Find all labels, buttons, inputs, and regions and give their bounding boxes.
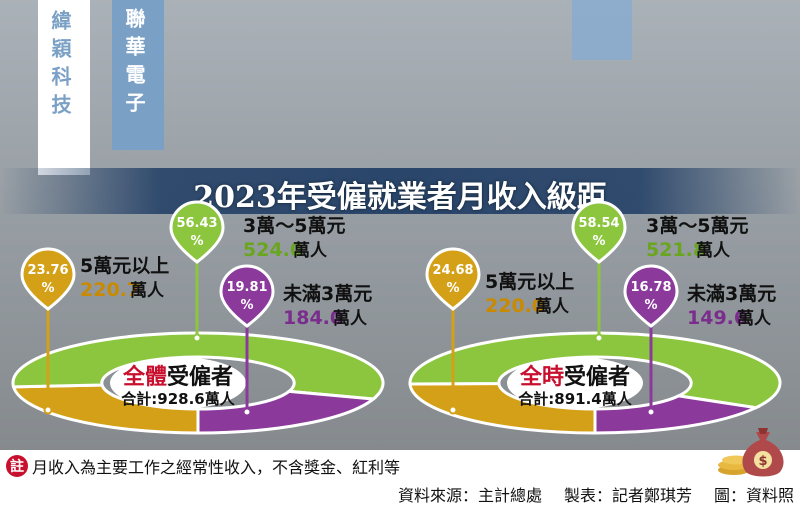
pin-percent-2-1: 24.68 [432, 263, 473, 278]
slice-label-2-2: 3萬～5萬元 [646, 215, 748, 237]
slice-value-1-2: 524.0 [243, 239, 303, 261]
pin-head-2-2 [571, 200, 627, 264]
pin-head-1-2 [169, 200, 225, 264]
pin-head-1-1 [20, 247, 76, 311]
slice-unit-2-1: 萬人 [535, 296, 570, 317]
pin-head-1-3 [219, 264, 275, 328]
pin-percent-sign-1-2: % [190, 234, 203, 249]
title-band [0, 168, 800, 214]
made-by-text: 製表：記者鄭琪芳 [563, 486, 692, 505]
pin-percent-1-2: 56.43 [176, 216, 217, 231]
slice-value-2-1: 220.0 [485, 295, 545, 317]
pin-percent-sign-1-3: % [240, 298, 253, 313]
slice-value-1-3: 184.0 [283, 307, 343, 329]
pie-slice-1-3 [196, 389, 378, 435]
total-label-2: 合計:891.4萬人 [517, 390, 632, 408]
pin-dot-2-2 [594, 333, 604, 343]
slice-label-1-2: 3萬～5萬元 [243, 215, 345, 237]
slice-unit-2-3: 萬人 [737, 308, 772, 329]
pin-percent-1-3: 19.81 [226, 280, 267, 295]
pin-percent-2-2: 58.54 [578, 216, 619, 231]
slice-value-2-3: 149.6 [687, 307, 747, 329]
middle-banner [112, 0, 164, 150]
left-banner-text: 緯穎科技 [48, 10, 72, 122]
pin-percent-sign-2-2: % [592, 234, 605, 249]
slice-label-2-3: 未滿3萬元 [686, 282, 776, 305]
pin-percent-2-3: 16.78 [630, 280, 671, 295]
pin-dot-1-2 [192, 333, 202, 343]
source-text: 資料來源：主計總處 [397, 486, 542, 505]
middle-banner-text: 聯華電子 [122, 8, 146, 120]
pin-dot-1-1 [43, 405, 53, 415]
slice-value-1-1: 220.7 [80, 279, 140, 301]
slice-value-2-2: 521.8 [646, 239, 706, 261]
photo-credit-text: 圖：資料照 [713, 486, 794, 505]
slice-unit-1-1: 萬人 [130, 280, 165, 301]
pin-percent-sign-2-1: % [446, 281, 459, 296]
note-row: 註 月收入為主要工作之經常性收入，不含獎金、紅利等 [6, 454, 400, 478]
chart-title: 2023年受僱就業者月收入級距 [193, 180, 607, 215]
center-title-1: 全體受僱者 [122, 364, 233, 390]
pie-chart-1: 全體受僱者合計:928.6萬人23.76%5萬元以上220.7萬人56.43%3… [11, 200, 385, 435]
pin-percent-sign-1-1: % [41, 281, 54, 296]
booth-sign [572, 0, 632, 60]
pin-head-2-1 [425, 247, 481, 311]
pie-center-2 [507, 357, 643, 409]
pie-center-1 [110, 357, 246, 409]
note-text: 月收入為主要工作之經常性收入，不含獎金、紅利等 [32, 458, 401, 477]
pin-percent-sign-2-3: % [644, 298, 657, 313]
total-label-1: 合計:928.6萬人 [120, 390, 235, 408]
pin-dot-2-3 [646, 407, 656, 417]
svg-text:$: $ [758, 454, 767, 469]
chart-area: 全體受僱者合計:928.6萬人23.76%5萬元以上220.7萬人56.43%3… [11, 200, 782, 435]
pin-head-2-3 [623, 264, 679, 328]
slice-unit-2-2: 萬人 [696, 240, 731, 261]
slice-unit-1-3: 萬人 [333, 308, 368, 329]
left-banner [38, 0, 90, 175]
money-bag-icon: $ [718, 428, 784, 477]
note-badge: 註 [6, 455, 28, 477]
slice-label-1-3: 未滿3萬元 [282, 282, 372, 305]
center-title-2: 全時受僱者 [519, 364, 630, 390]
pin-dot-1-3 [242, 407, 252, 417]
slice-unit-1-2: 萬人 [293, 240, 328, 261]
pie-slice-2-3 [593, 394, 761, 435]
pin-percent-1-1: 23.76 [27, 263, 68, 278]
slice-label-2-1: 5萬元以上 [485, 271, 574, 293]
pin-dot-2-1 [448, 405, 458, 415]
slice-label-1-1: 5萬元以上 [80, 255, 169, 277]
source-row: 資料來源：主計總處 製表：記者鄭琪芳 圖：資料照 [0, 482, 800, 506]
